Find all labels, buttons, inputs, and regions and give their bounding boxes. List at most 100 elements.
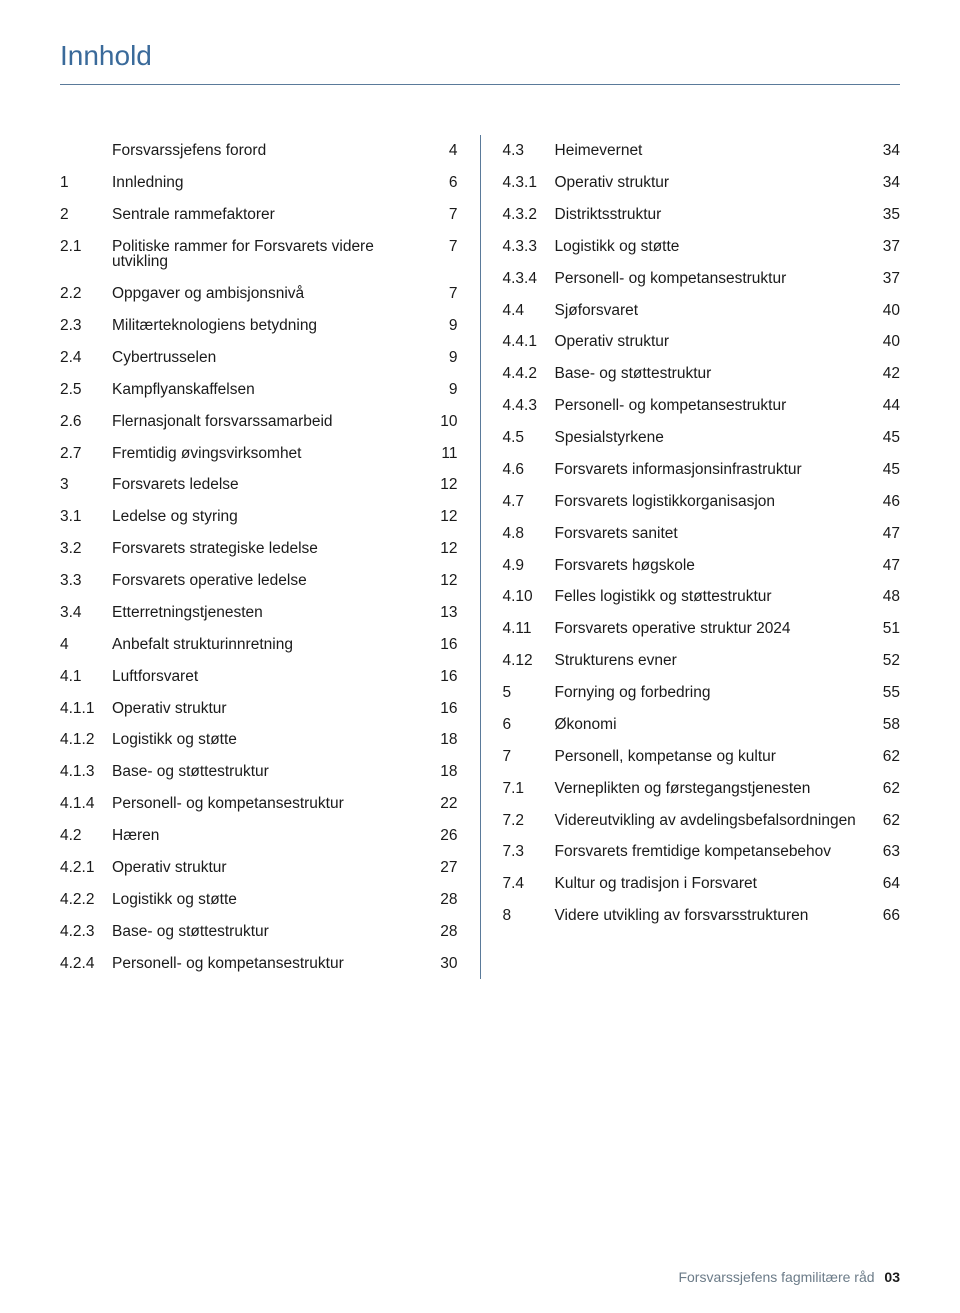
toc-row: 4.2Hæren26	[60, 820, 458, 852]
toc-section-title: Operativ struktur	[112, 701, 428, 717]
toc-section-title: Anbefalt strukturinnretning	[112, 637, 428, 653]
toc-row: 4.1.1Operativ struktur16	[60, 692, 458, 724]
toc-page-number: 13	[428, 605, 458, 621]
toc-row: 4.4Sjøforsvaret40	[503, 294, 901, 326]
toc-page-number: 28	[428, 924, 458, 940]
page-footer: Forsvarssjefens fagmilitære råd 03	[678, 1269, 900, 1285]
toc-page-number: 7	[428, 239, 458, 255]
toc-row: 4.7Forsvarets logistikkorganisasjon46	[503, 486, 901, 518]
toc-page-number: 28	[428, 892, 458, 908]
toc-section-title: Felles logistikk og støttestruktur	[555, 589, 871, 605]
toc-row: 4.1.3Base- og støttestruktur18	[60, 756, 458, 788]
toc-row: 7.1Verneplikten og førstegangstjenesten6…	[503, 773, 901, 805]
toc-page-number: 16	[428, 637, 458, 653]
toc-section-number: 4.9	[503, 558, 555, 574]
toc-row: 4.1Luftforsvaret16	[60, 661, 458, 693]
toc-column-right: 4.3Heimevernet344.3.1Operativ struktur34…	[481, 135, 901, 979]
toc-page-number: 7	[428, 286, 458, 302]
toc-section-number: 4.4.3	[503, 398, 555, 414]
toc-section-number: 3.4	[60, 605, 112, 621]
toc-row: 4.5Spesialstyrkene45	[503, 422, 901, 454]
toc-row: Forsvarssjefens forord4	[60, 135, 458, 167]
toc-section-title: Cybertrusselen	[112, 350, 428, 366]
toc-row: 6Økonomi58	[503, 709, 901, 741]
toc-row: 4.2.1Operativ struktur27	[60, 852, 458, 884]
toc-page-number: 46	[870, 494, 900, 510]
toc-section-number: 6	[503, 717, 555, 733]
toc-row: 4.4.3Personell- og kompetansestruktur44	[503, 390, 901, 422]
toc-page-number: 9	[428, 350, 458, 366]
toc-section-number: 4.1.2	[60, 732, 112, 748]
toc-page-number: 44	[870, 398, 900, 414]
title-rule	[60, 84, 900, 85]
toc-page-number: 34	[870, 175, 900, 191]
toc-section-title: Forsvarssjefens forord	[112, 143, 428, 159]
toc-row: 4.4.1Operativ struktur40	[503, 326, 901, 358]
toc-section-number: 4.3.2	[503, 207, 555, 223]
toc-page-number: 34	[870, 143, 900, 159]
toc-page-number: 55	[870, 685, 900, 701]
toc-section-title: Flernasjonalt forsvarssamarbeid	[112, 414, 428, 430]
toc-row: 3.1Ledelse og styring12	[60, 501, 458, 533]
toc-section-number: 7.2	[503, 813, 555, 829]
toc-page-number: 48	[870, 589, 900, 605]
toc-page-number: 51	[870, 621, 900, 637]
toc-row: 4.2.4Personell- og kompetansestruktur30	[60, 947, 458, 979]
toc-section-title: Forsvarets fremtidige kompetansebehov	[555, 844, 871, 860]
toc-section-title: Spesialstyrkene	[555, 430, 871, 446]
toc-page-number: 26	[428, 828, 458, 844]
toc-section-title: Sentrale rammefaktorer	[112, 207, 428, 223]
toc-page-number: 9	[428, 318, 458, 334]
toc-page-number: 12	[428, 509, 458, 525]
toc-section-title: Ledelse og styring	[112, 509, 428, 525]
toc-row: 4.3Heimevernet34	[503, 135, 901, 167]
toc-section-number: 7	[503, 749, 555, 765]
toc-section-title: Fremtidig øvingsvirksomhet	[112, 446, 428, 462]
toc-section-title: Personell, kompetanse og kultur	[555, 749, 871, 765]
toc-page-number: 27	[428, 860, 458, 876]
toc-section-title: Forsvarets sanitet	[555, 526, 871, 542]
toc-section-title: Personell- og kompetansestruktur	[112, 796, 428, 812]
toc-section-number: 4.5	[503, 430, 555, 446]
toc-section-number: 4.10	[503, 589, 555, 605]
toc-row: 4.1.2Logistikk og støtte18	[60, 724, 458, 756]
toc-section-number: 4.1.1	[60, 701, 112, 717]
toc-row: 4.2.3Base- og støttestruktur28	[60, 916, 458, 948]
toc-section-number: 2	[60, 207, 112, 223]
toc-section-number: 4.1.4	[60, 796, 112, 812]
toc-section-title: Distriktsstruktur	[555, 207, 871, 223]
toc-section-title: Operativ struktur	[555, 175, 871, 191]
toc-page-number: 40	[870, 303, 900, 319]
toc-section-number: 1	[60, 175, 112, 191]
toc-section-number: 4.8	[503, 526, 555, 542]
toc-row: 7.3Forsvarets fremtidige kompetansebehov…	[503, 836, 901, 868]
toc-section-title: Personell- og kompetansestruktur	[112, 956, 428, 972]
toc-row: 4.10Felles logistikk og støttestruktur48	[503, 581, 901, 613]
toc-section-number: 8	[503, 908, 555, 924]
toc-columns: Forsvarssjefens forord4 1Innledning 6 2Sent…	[60, 135, 900, 979]
toc-page-number: 16	[428, 669, 458, 685]
toc-section-number: 3.3	[60, 573, 112, 589]
toc-section-title: Fornying og forbedring	[555, 685, 871, 701]
toc-section-title: Innledning	[112, 175, 428, 191]
toc-section-title: Forsvarets høgskole	[555, 558, 871, 574]
footer-page-number: 03	[884, 1269, 900, 1285]
toc-section-number: 4.2	[60, 828, 112, 844]
toc-row: 2.6Flernasjonalt forsvarssamarbeid10	[60, 406, 458, 438]
toc-section-number: 4.2.1	[60, 860, 112, 876]
toc-page-number: 16	[428, 701, 458, 717]
toc-section-title: Kampflyanskaffelsen	[112, 382, 428, 398]
toc-section-title: Base- og støttestruktur	[555, 366, 871, 382]
toc-page-number: 11	[428, 446, 458, 462]
toc-page-number: 45	[870, 430, 900, 446]
toc-section-title: Luftforsvaret	[112, 669, 428, 685]
toc-row: 3.4Etterretningstjenesten13	[60, 597, 458, 629]
toc-page-number: 37	[870, 239, 900, 255]
toc-row: 3.2Forsvarets strategiske ledelse12	[60, 533, 458, 565]
toc-page-number: 22	[428, 796, 458, 812]
toc-section-number: 4.2.2	[60, 892, 112, 908]
toc-section-title: Kultur og tradisjon i Forsvaret	[555, 876, 871, 892]
toc-row: 2Sentrale rammefaktorer7	[60, 199, 458, 231]
footer-text: Forsvarssjefens fagmilitære råd	[678, 1269, 874, 1285]
toc-section-number: 2.1	[60, 239, 112, 255]
